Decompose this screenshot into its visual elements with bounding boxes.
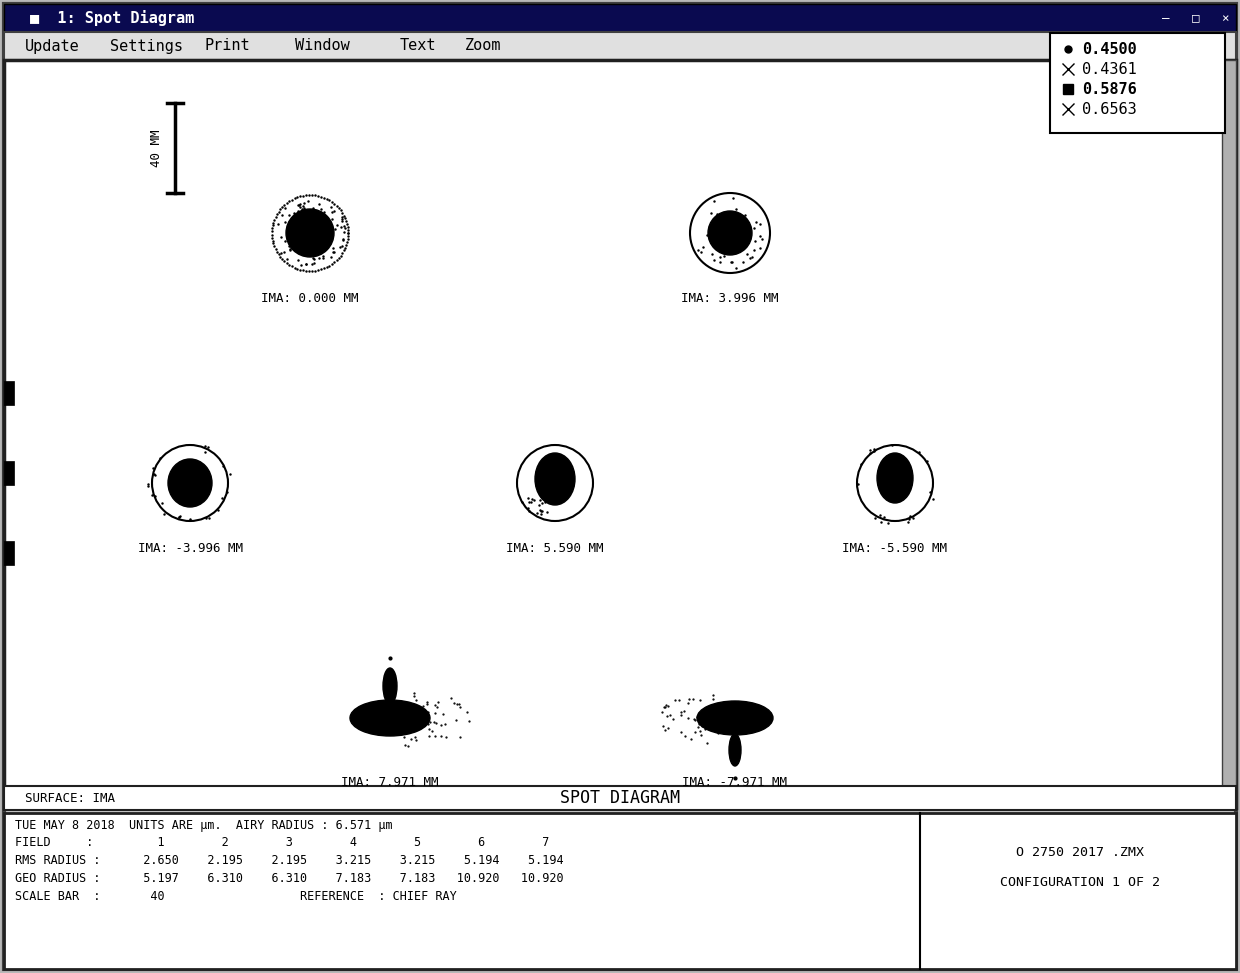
Text: SPOT DIAGRAM: SPOT DIAGRAM [560,789,680,807]
FancyBboxPatch shape [4,786,1236,810]
Ellipse shape [167,459,212,507]
Text: 40 MM: 40 MM [150,129,164,166]
Text: IMA: 3.996 MM: IMA: 3.996 MM [681,292,779,305]
FancyBboxPatch shape [4,32,1236,60]
Text: FIELD     :         1        2        3        4        5        6        7: FIELD : 1 2 3 4 5 6 7 [15,837,549,849]
Ellipse shape [729,734,742,766]
Text: Window: Window [295,39,350,54]
FancyBboxPatch shape [1050,33,1225,133]
FancyBboxPatch shape [4,4,1236,969]
Text: IMA: 0.000 MM: IMA: 0.000 MM [262,292,358,305]
FancyBboxPatch shape [4,813,1236,969]
Text: Zoom: Zoom [465,39,501,54]
Ellipse shape [350,700,430,736]
Text: SCALE BAR  :       40                   REFERENCE  : CHIEF RAY: SCALE BAR : 40 REFERENCE : CHIEF RAY [15,890,456,904]
FancyBboxPatch shape [4,60,1236,808]
Circle shape [286,209,334,257]
Text: IMA: -7.971 MM: IMA: -7.971 MM [682,776,787,789]
Ellipse shape [697,701,773,735]
Text: 0.5876: 0.5876 [1083,82,1137,96]
Text: 0.4500: 0.4500 [1083,42,1137,56]
Text: IMA: -5.590 MM: IMA: -5.590 MM [842,542,947,555]
FancyBboxPatch shape [4,461,14,485]
Text: IMA: 7.971 MM: IMA: 7.971 MM [341,776,439,789]
Text: TUE MAY 8 2018  UNITS ARE μm.  AIRY RADIUS : 6.571 μm: TUE MAY 8 2018 UNITS ARE μm. AIRY RADIUS… [15,818,393,832]
FancyBboxPatch shape [4,4,1236,32]
Text: GEO RADIUS :      5.197    6.310    6.310    7.183    7.183   10.920   10.920: GEO RADIUS : 5.197 6.310 6.310 7.183 7.1… [15,873,564,885]
Text: Update: Update [25,39,79,54]
FancyBboxPatch shape [1221,60,1236,808]
FancyBboxPatch shape [4,541,14,565]
Text: Print: Print [205,39,250,54]
Text: IMA: -3.996 MM: IMA: -3.996 MM [138,542,243,555]
Text: ■  1: Spot Diagram: ■ 1: Spot Diagram [30,10,195,26]
Text: Text: Text [401,39,436,54]
Text: O 2750 2017 .ZMX: O 2750 2017 .ZMX [1016,847,1145,859]
Text: —   □   ×: — □ × [1163,12,1230,24]
Text: SURFACE: IMA: SURFACE: IMA [25,791,115,805]
Text: IMA: 5.590 MM: IMA: 5.590 MM [506,542,604,555]
Ellipse shape [534,453,575,505]
Text: RMS RADIUS :      2.650    2.195    2.195    3.215    3.215    5.194    5.194: RMS RADIUS : 2.650 2.195 2.195 3.215 3.2… [15,854,564,868]
Ellipse shape [877,453,913,503]
Circle shape [708,211,751,255]
FancyBboxPatch shape [4,381,14,405]
Ellipse shape [383,668,397,704]
Text: 0.4361: 0.4361 [1083,61,1137,77]
Text: 0.6563: 0.6563 [1083,101,1137,117]
Text: CONFIGURATION 1 OF 2: CONFIGURATION 1 OF 2 [999,877,1159,889]
Text: Settings: Settings [110,39,184,54]
